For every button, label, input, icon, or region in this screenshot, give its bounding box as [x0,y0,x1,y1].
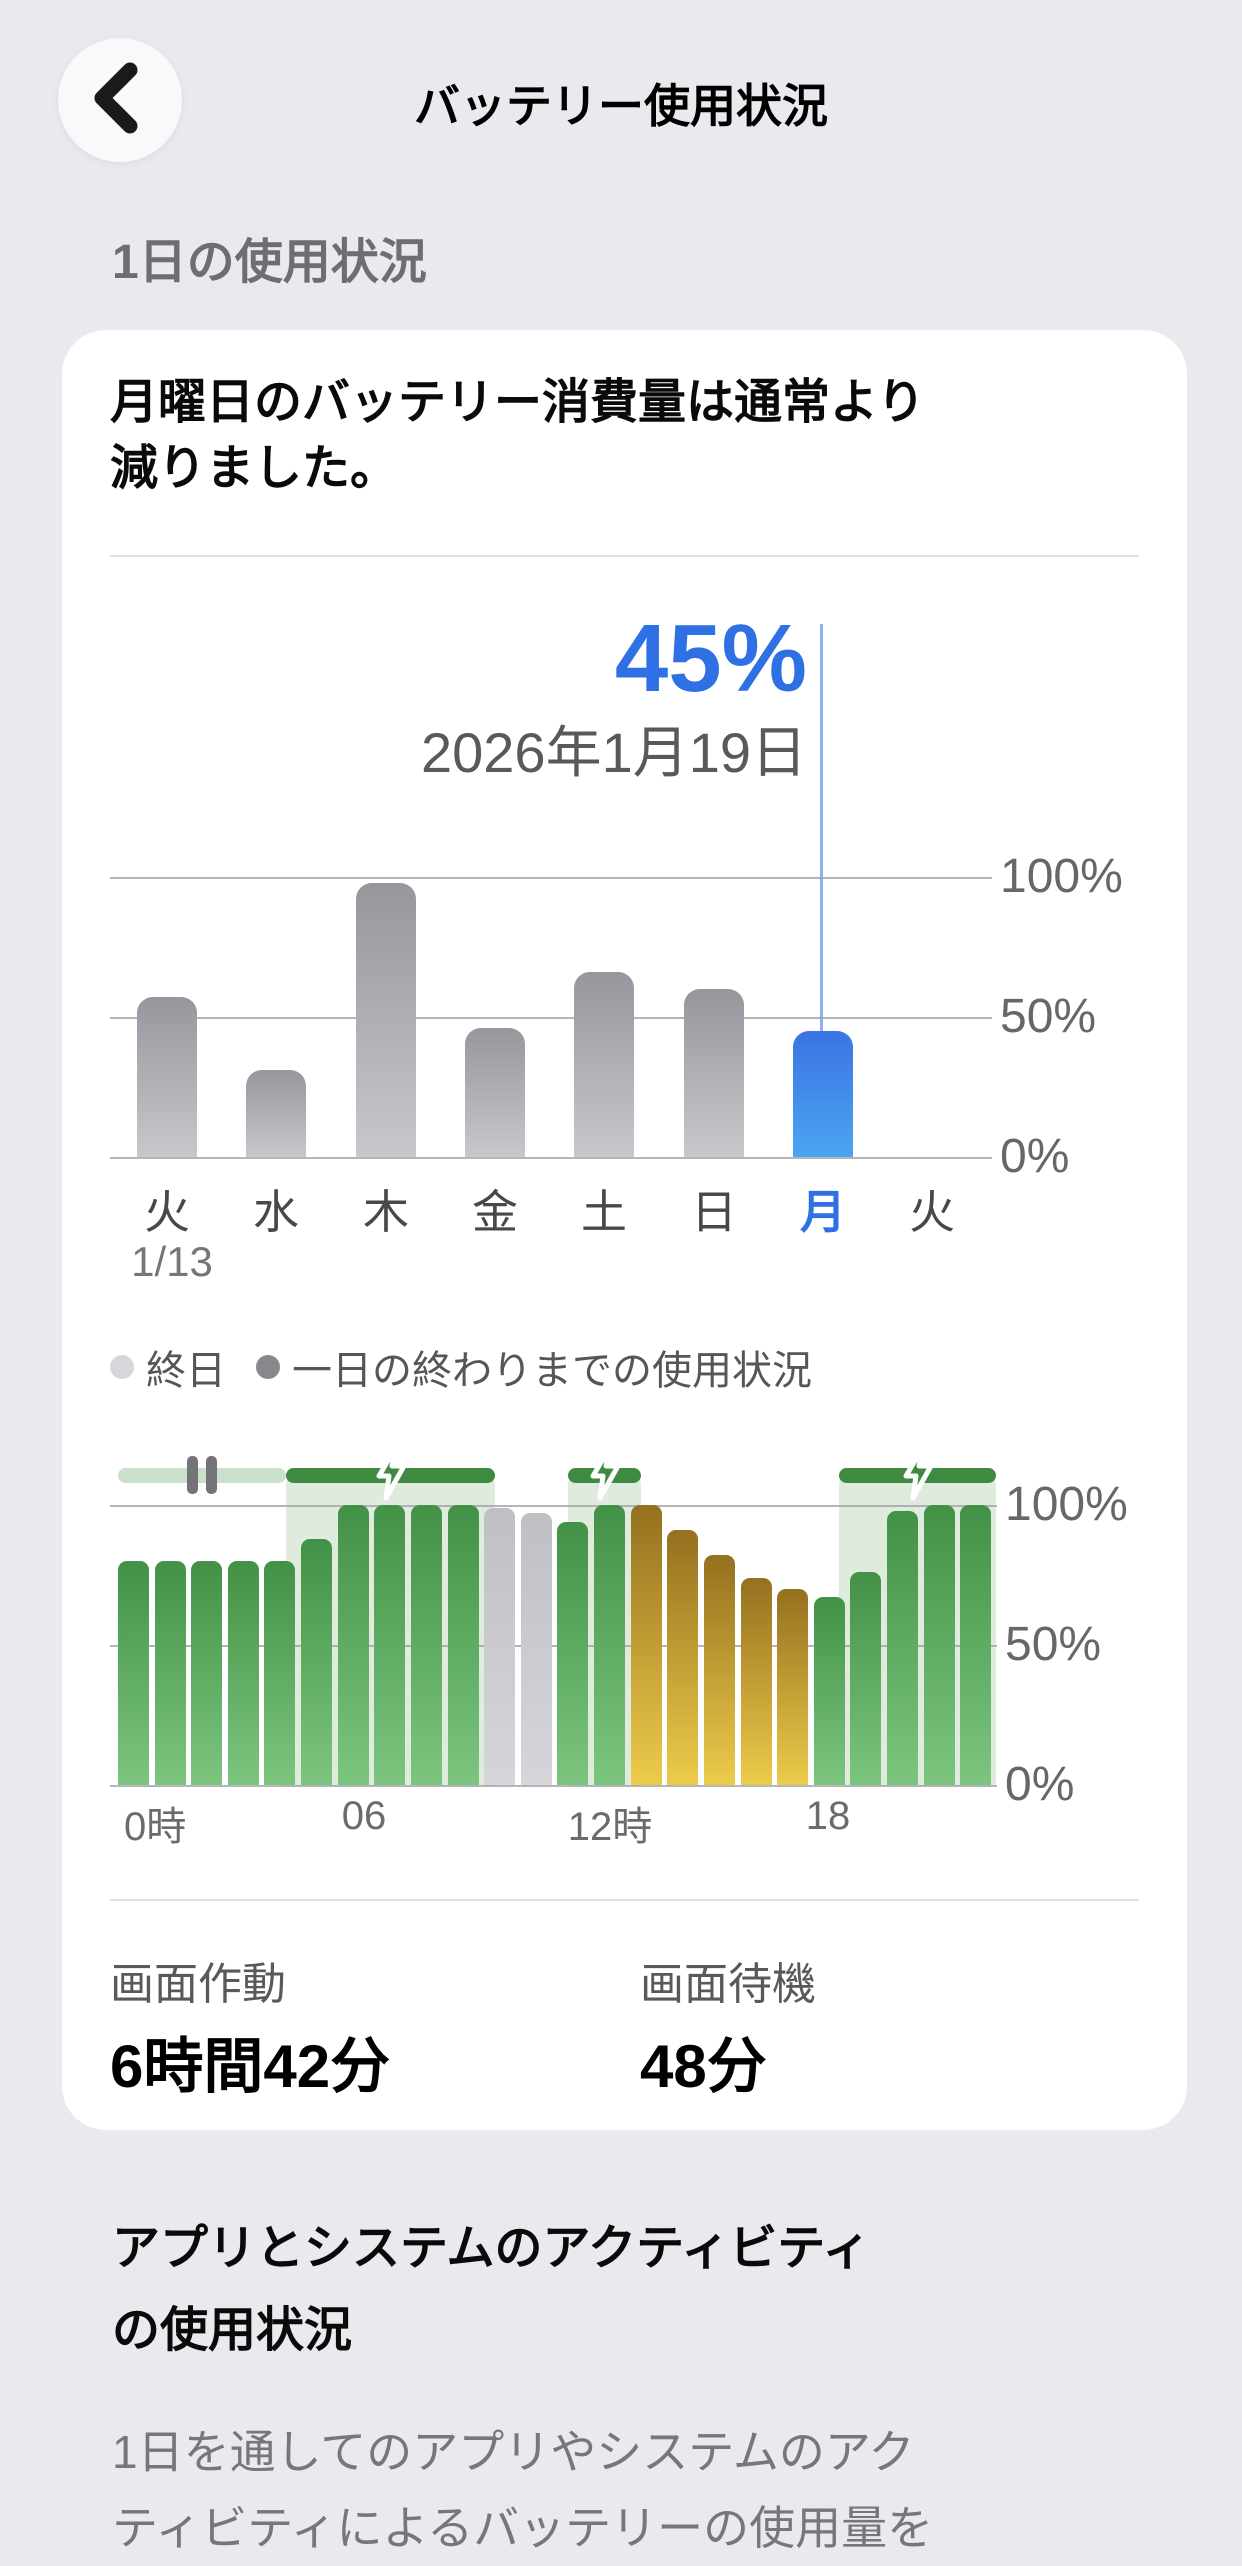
weekly-bar-日[interactable] [684,989,744,1157]
weekly-xtick-label: 水 [253,1186,299,1238]
weekly-xtick-label: 土 [581,1186,627,1238]
card-headline: 月曜日のバッテリー消費量は通常より 減りました。 [110,370,1120,502]
section-apps-body-line1: 1日を通してのアプリやシステムのアク [112,2426,915,2478]
card-headline-line2: 減りました。 [110,442,399,495]
legend-all-day-label: 終日 [146,1349,226,1393]
hour-bar-0[interactable] [118,1561,149,1785]
hour-bar-12[interactable] [557,1522,588,1785]
divider [110,1899,1139,1901]
battery-usage-card: 月曜日のバッテリー消費量は通常より 減りました。 45% 2026年1月19日 … [62,330,1187,2130]
hour-bar-8[interactable] [411,1505,442,1785]
hour-bar-3[interactable] [228,1561,259,1785]
weekly-bar-月[interactable] [793,1031,853,1157]
selected-day-callout: 45% 2026年1月19日 [421,606,807,786]
daily-xtick-label: 12時 [567,1805,653,1849]
hour-bar-13[interactable] [594,1505,625,1785]
hour-bar-20[interactable] [850,1572,881,1785]
hour-bar-5[interactable] [301,1539,332,1785]
hour-bar-9[interactable] [448,1505,479,1785]
legend-end-of-day-label: 一日の終わりまでの使用状況 [292,1349,812,1393]
hour-bar-15[interactable] [667,1530,698,1785]
daily-xtick-label: 18 [805,1794,851,1838]
week-start-date-label: 1/13 [131,1238,213,1285]
weekly-xtick-label: 日 [691,1186,737,1238]
hour-bar-21[interactable] [887,1511,918,1785]
weekly-ytick-label: 0% [1000,1130,1070,1183]
daily-gridline [110,1785,997,1787]
divider [110,555,1139,557]
weekly-xtick-label: 月 [800,1186,846,1238]
hour-bar-6[interactable] [338,1505,369,1785]
weekly-bar-金[interactable] [465,1028,525,1157]
charging-bolt-icon [586,1444,624,1507]
weekly-xtick-label: 火 [144,1186,190,1238]
page-title: バッテリー使用状況 [414,80,828,132]
screen-on-value: 6時間42分 [110,2033,391,2100]
weekly-bar-木[interactable] [356,883,416,1157]
hour-bar-22[interactable] [924,1505,955,1785]
screen-idle-label: 画面待機 [640,1960,816,2009]
paused-capsule [118,1468,286,1483]
weekly-ytick-label: 50% [1000,990,1097,1043]
daily-ytick-label: 50% [1005,1618,1102,1671]
charging-bolt-icon [372,1444,410,1507]
weekly-gridline [110,1017,992,1019]
hour-bar-17[interactable] [741,1578,772,1785]
chevron-left-icon [58,36,182,165]
pause-icon [187,1456,217,1494]
hour-bar-11[interactable] [521,1513,552,1785]
screen-on-label: 画面作動 [110,1960,286,2009]
hour-bar-4[interactable] [264,1561,295,1785]
daily-gridline [110,1505,997,1507]
hour-bar-16[interactable] [704,1555,735,1785]
hour-bar-19[interactable] [814,1597,845,1785]
weekly-xtick-label: 火 [909,1186,955,1238]
daily-gridline [110,1645,997,1647]
daily-xtick-label: 06 [341,1794,387,1838]
end-of-day-dot-icon [256,1355,280,1379]
weekly-xtick-label: 木 [363,1186,409,1238]
section-apps-title-line1: アプリとシステムのアクティビティ [112,2222,871,2275]
back-button[interactable] [58,38,182,162]
hour-bar-2[interactable] [191,1561,222,1785]
card-headline-line1: 月曜日のバッテリー消費量は通常より [110,376,926,429]
section-daily-usage-label: 1日の使用状況 [112,236,427,289]
selected-day-date: 2026年1月19日 [420,721,807,784]
weekly-bar-土[interactable] [574,972,634,1157]
chart-legend: 終日 一日の終わりまでの使用状況 [110,1338,812,1396]
weekly-gridline [110,877,992,879]
section-apps-body-line2: ティビティによるバッテリーの使用量を [112,2502,934,2554]
weekly-xtick-label: 金 [472,1186,518,1238]
hour-bar-23[interactable] [960,1505,991,1785]
section-apps-body: 1日を通してのアプリやシステムのアク ティビティによるバッテリーの使用量を [112,2414,933,2566]
weekly-gridline [110,1157,992,1159]
hour-bar-18[interactable] [777,1589,808,1785]
selected-day-percent: 45% [614,605,807,712]
selection-indicator-line [820,624,823,1032]
hour-bar-14[interactable] [631,1505,662,1785]
weekly-ytick-label: 100% [1000,850,1123,903]
screen-idle-value: 48分 [640,2033,767,2100]
section-apps-title-line2: の使用状況 [112,2304,353,2357]
hour-bar-7[interactable] [374,1505,405,1785]
daily-xtick-label: 0時 [124,1805,187,1849]
charging-bolt-icon [899,1444,937,1507]
hour-bar-1[interactable] [155,1561,186,1785]
weekly-bar-水[interactable] [246,1070,306,1157]
section-apps-title: アプリとシステムのアクティビティ の使用状況 [112,2208,870,2372]
weekly-bar-火[interactable] [137,997,197,1157]
daily-ytick-label: 100% [1005,1478,1128,1531]
hour-bar-10[interactable] [484,1508,515,1785]
daily-ytick-label: 0% [1005,1758,1075,1811]
all-day-dot-icon [110,1355,134,1379]
